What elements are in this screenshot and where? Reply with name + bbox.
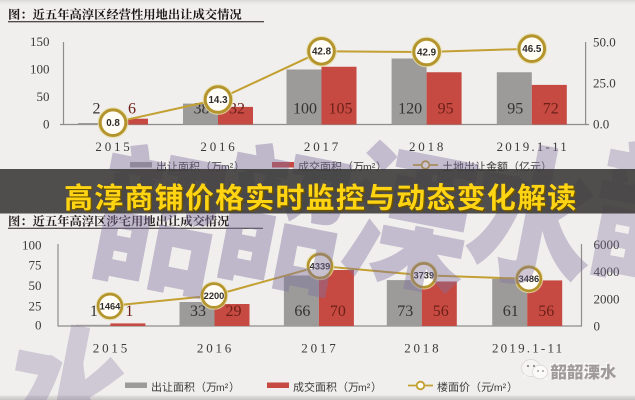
svg-text:2016: 2016 [200, 139, 237, 154]
svg-text:42.9: 42.9 [417, 47, 437, 58]
svg-text:66: 66 [294, 303, 310, 320]
svg-text:105: 105 [329, 101, 353, 118]
svg-text:2018: 2018 [404, 341, 441, 356]
svg-text:/m²: /m² [491, 382, 507, 394]
svg-text:2018: 2018 [409, 139, 446, 154]
svg-text:100: 100 [293, 101, 317, 118]
svg-text:42.8: 42.8 [312, 47, 332, 58]
svg-text:1: 1 [90, 303, 98, 320]
svg-text:33: 33 [190, 303, 206, 320]
svg-text:0: 0 [35, 318, 42, 333]
svg-text:73: 73 [397, 303, 413, 320]
svg-text:0.8: 0.8 [106, 118, 120, 129]
svg-text:95: 95 [438, 101, 454, 118]
svg-text:m²: m² [216, 382, 229, 394]
svg-text:6: 6 [128, 101, 136, 118]
svg-text:1: 1 [125, 303, 133, 320]
svg-text:1464: 1464 [100, 301, 122, 311]
svg-text:61: 61 [503, 303, 519, 320]
svg-text:0.0: 0.0 [593, 117, 609, 132]
svg-text:32: 32 [229, 101, 245, 118]
svg-text:50: 50 [37, 89, 50, 104]
svg-text:2000: 2000 [594, 291, 620, 306]
svg-text:2015: 2015 [95, 139, 132, 154]
svg-text:95: 95 [507, 101, 523, 118]
svg-text:25: 25 [29, 299, 42, 314]
svg-text:46.5: 46.5 [522, 44, 542, 55]
svg-text:72: 72 [543, 101, 559, 118]
svg-text:2016: 2016 [197, 341, 234, 356]
svg-text:25.0: 25.0 [593, 76, 616, 91]
svg-text:70: 70 [330, 303, 346, 320]
svg-text:2200: 2200 [204, 291, 225, 301]
svg-text:2: 2 [93, 101, 101, 118]
svg-text:75: 75 [29, 258, 42, 273]
svg-text:0: 0 [43, 117, 50, 132]
svg-text:2017: 2017 [301, 341, 338, 356]
svg-text:2019.1-11: 2019.1-11 [497, 139, 569, 154]
svg-text:100: 100 [22, 238, 42, 253]
svg-text:120: 120 [398, 101, 422, 118]
svg-text:50: 50 [29, 278, 42, 293]
svg-text:14.3: 14.3 [208, 95, 228, 106]
svg-text:50.0: 50.0 [593, 35, 616, 50]
svg-text:56: 56 [433, 303, 449, 320]
svg-text:100: 100 [30, 62, 50, 77]
svg-text:29: 29 [226, 303, 242, 320]
svg-text:0: 0 [594, 319, 601, 334]
svg-text:2015: 2015 [93, 341, 130, 356]
svg-text:56: 56 [538, 303, 554, 320]
svg-text:2019.1-11: 2019.1-11 [492, 341, 564, 356]
svg-text:2017: 2017 [304, 139, 341, 154]
svg-text:m²: m² [358, 382, 371, 394]
svg-text:150: 150 [30, 34, 50, 49]
